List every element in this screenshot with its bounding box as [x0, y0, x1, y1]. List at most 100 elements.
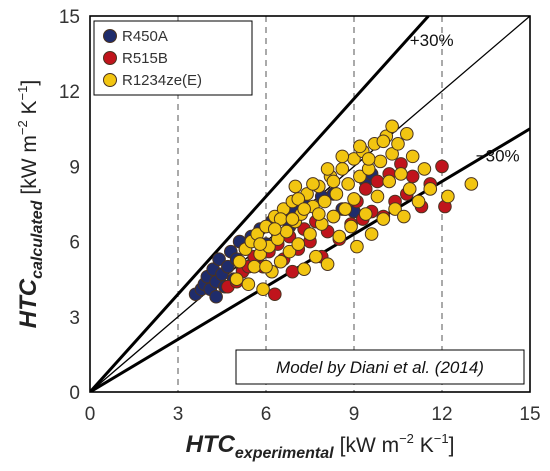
data-point: [385, 119, 399, 134]
data-point: [338, 202, 353, 216]
data-point: [312, 207, 326, 221]
data-point: [358, 182, 373, 196]
model-annotation: Model by Diani et al. (2014): [235, 349, 525, 385]
data-point: [397, 209, 411, 224]
tick-labels: 0 3 6 9 12 15 0 3 6 9 12 15: [59, 7, 541, 425]
y-title-exp1: −2: [15, 120, 30, 135]
data-point: [376, 212, 391, 226]
data-point: [297, 202, 311, 216]
y-tick-label: 0: [69, 383, 80, 404]
data-points: [188, 119, 479, 304]
x-tick-label: 0: [85, 404, 96, 425]
data-point: [335, 149, 350, 164]
data-point: [291, 192, 306, 206]
data-point: [441, 189, 455, 204]
data-point: [273, 254, 288, 269]
data-point: [335, 162, 350, 176]
data-point: [268, 222, 282, 236]
plot-frame: [89, 15, 531, 393]
data-point: [268, 287, 282, 302]
data-point: [320, 162, 335, 176]
legend-box: [93, 20, 253, 96]
data-point: [256, 282, 270, 297]
legend-marker: [103, 51, 117, 65]
y-title-main: HTC: [15, 278, 42, 328]
data-point: [411, 194, 426, 209]
data-point: [297, 262, 311, 276]
data-point: [212, 252, 226, 266]
data-point: [361, 152, 376, 166]
data-point: [247, 259, 262, 274]
x-tick-label: 6: [261, 404, 272, 425]
data-point: [279, 224, 294, 239]
reference-line-minus30: [90, 127, 530, 392]
data-point: [373, 154, 388, 169]
data-point: [347, 192, 361, 206]
data-point: [332, 229, 347, 244]
x-title-unit: [kW m: [340, 434, 399, 457]
y-title-unit-end: ]: [18, 80, 41, 86]
data-point: [353, 169, 367, 184]
legend-label: R515B: [122, 50, 168, 67]
x-tick-label: 15: [519, 404, 540, 425]
x-tick-label: 12: [431, 404, 452, 425]
data-point: [400, 127, 414, 141]
y-tick-label: 15: [59, 7, 80, 28]
data-point: [423, 182, 438, 196]
data-point: [232, 254, 247, 269]
data-point: [291, 237, 306, 251]
x-axis-title: HTCexperimental [kW m−2 K−1]: [186, 431, 455, 462]
annotation-box: [235, 349, 525, 385]
data-point: [353, 139, 367, 154]
x-tick-label: 9: [349, 404, 360, 425]
y-tick-label: 9: [69, 157, 80, 178]
y-tick-label: 6: [69, 233, 80, 254]
annotation-text: Model by Diani et al. (2014): [276, 358, 484, 377]
data-point: [317, 194, 332, 209]
y-title-unit: [kW m: [18, 135, 41, 194]
data-point: [344, 219, 358, 234]
data-point: [303, 227, 317, 241]
y-tick-label: 12: [59, 82, 80, 103]
data-point: [382, 174, 397, 189]
data-point: [417, 162, 432, 176]
data-point: [221, 259, 235, 274]
legend-label: R450A: [122, 28, 168, 45]
data-point: [341, 177, 355, 191]
x-title-main: HTC: [186, 431, 236, 458]
legend-marker: [103, 73, 117, 87]
legend: R450A R515B R1234ze(E): [93, 20, 253, 96]
data-point: [388, 202, 402, 216]
data-point: [329, 187, 344, 201]
data-point: [394, 167, 408, 181]
data-point: [402, 182, 417, 196]
data-point: [370, 189, 385, 204]
x-title-unit-mid: K: [414, 434, 434, 457]
data-point: [435, 159, 449, 174]
data-point: [320, 257, 335, 271]
x-title-sub: experimental: [235, 445, 334, 462]
data-point: [364, 227, 379, 241]
x-title-unit-end: ]: [449, 434, 455, 457]
data-point: [309, 249, 323, 264]
y-tick-label: 3: [69, 308, 80, 329]
data-point: [241, 277, 256, 292]
plus-30-label: +30%: [410, 31, 454, 50]
data-point: [326, 174, 341, 189]
data-point: [350, 239, 364, 254]
data-point: [306, 177, 320, 191]
minus-30-label: −30%: [476, 146, 520, 165]
legend-marker: [103, 29, 117, 43]
x-title-exp2: −1: [434, 431, 449, 446]
data-point: [391, 137, 405, 151]
data-point: [358, 207, 373, 221]
data-point: [288, 179, 303, 194]
data-point: [376, 134, 391, 149]
data-point: [385, 147, 399, 161]
y-title-sub: calculated: [29, 199, 46, 278]
x-title-exp1: −2: [399, 431, 414, 446]
data-point: [326, 209, 341, 224]
legend-label: R1234ze(E): [122, 72, 202, 89]
data-point: [209, 289, 223, 304]
